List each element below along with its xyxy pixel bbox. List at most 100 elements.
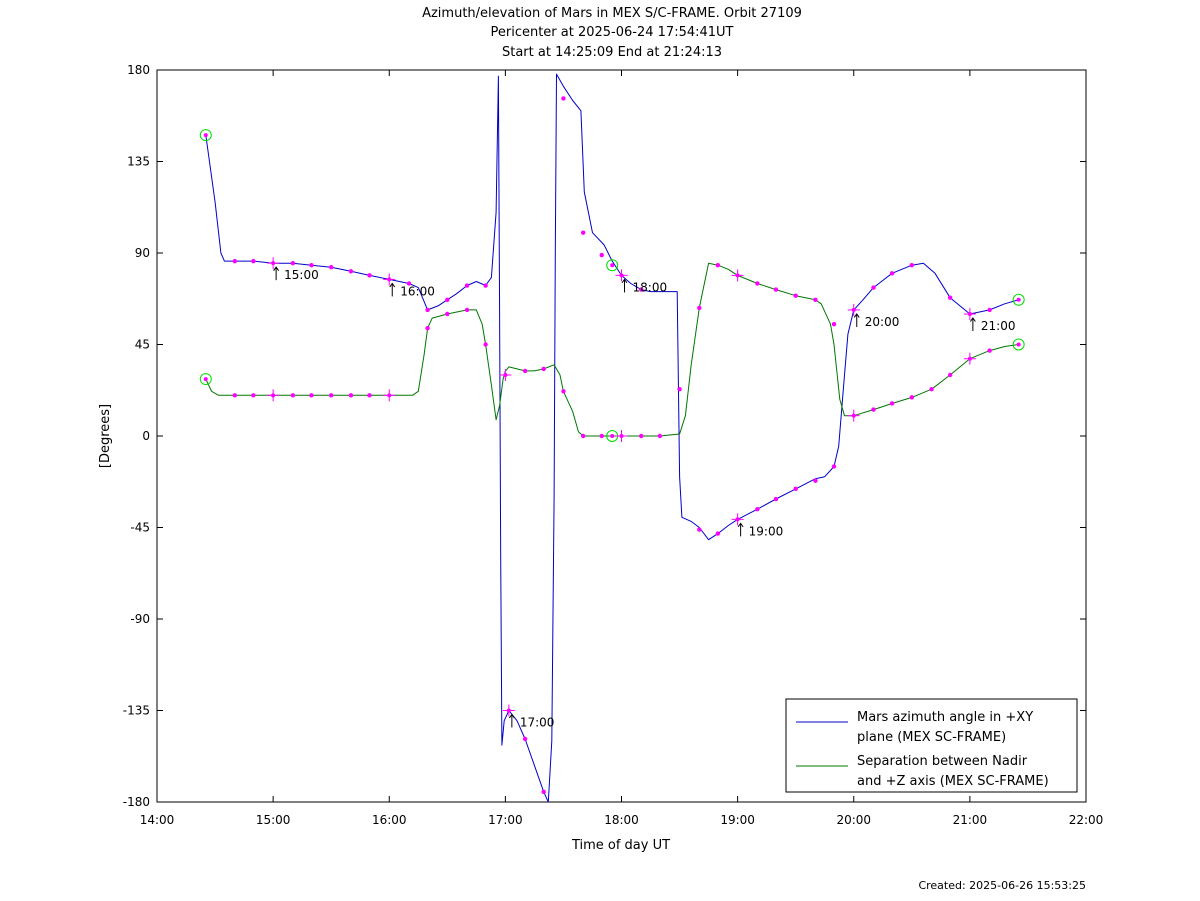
azimuth-marker-dot-19 <box>580 230 586 235</box>
azimuth-line-segment-0 <box>205 75 549 803</box>
azimuth-marker-cross-32 <box>847 303 860 316</box>
azimuth-marker-dot-13 <box>464 283 470 288</box>
x-tick-label-0: 14:00 <box>140 813 175 827</box>
title-line-2: Pericenter at 2025-06-24 17:54:41UT <box>490 25 733 40</box>
separation-marker-cross-39 <box>963 352 976 365</box>
hour-annotation-6: 21:00 <box>969 317 1016 333</box>
azimuth-marker-dot-1 <box>232 258 238 264</box>
hour-annotation-label-2: 17:00 <box>520 716 555 730</box>
azimuth-marker-dot-14 <box>483 283 488 288</box>
separation-marker-dot-2 <box>251 393 256 398</box>
separation-marker-dot-18 <box>580 433 586 439</box>
x-tick-label-6: 20:00 <box>836 813 871 827</box>
azimuth-marker-dot-8 <box>367 273 372 278</box>
y-tick-label-6: -90 <box>130 612 150 626</box>
y-tick-label-1: 135 <box>127 155 150 169</box>
hour-annotation-2: 17:00 <box>508 713 555 730</box>
y-tick-labels: 180 135 90 45 0 -45 -90 -135 -180 <box>123 63 150 809</box>
separation-marker-end-41 <box>1012 338 1025 351</box>
azimuth-marker-dot-28 <box>773 496 779 502</box>
azimuth-marker-dot-23 <box>639 287 644 292</box>
azimuth-marker-dot-2 <box>251 258 256 264</box>
azimuth-marker-cross-37 <box>963 308 976 320</box>
separation-marker-dot-11 <box>445 311 450 317</box>
azimuth-marker-dot-7 <box>348 269 354 274</box>
separation-marker-cross-21 <box>615 430 628 442</box>
azimuth-marker-dot-16 <box>522 736 528 742</box>
hour-annotation-3: 18:00 <box>621 278 668 294</box>
legend-label-separation-line-2: and +Z axis (MEX SC-FRAME) <box>857 774 1049 789</box>
separation-marker-cross-9 <box>383 389 396 402</box>
azimuth-marker-dot-30 <box>813 478 818 483</box>
separation-marker-dot-35 <box>889 401 895 406</box>
legend-label-separation-line-1: Separation between Nadir <box>857 754 1028 769</box>
chart-title: Azimuth/elevation of Mars in MEX S/C-FRA… <box>422 6 802 60</box>
created-timestamp: Created: 2025-06-26 15:53:25 <box>918 879 1086 892</box>
separation-marker-dot-36 <box>909 395 915 400</box>
separation-marker-dot-7 <box>348 393 354 398</box>
separation-marker-dot-13 <box>483 342 488 347</box>
separation-marker-dot-10 <box>425 326 430 331</box>
azimuth-marker-dot-10 <box>406 281 412 286</box>
separation-marker-dot-6 <box>328 393 334 398</box>
azimuth-marker-dot-18 <box>561 96 566 101</box>
y-tick-label-5: -45 <box>130 521 150 535</box>
azimuth-marker-cross-26 <box>731 513 744 526</box>
title-line-3: Start at 14:25:09 End at 21:24:13 <box>502 45 722 60</box>
x-axis-label: Time of day UT <box>571 838 670 853</box>
azimuth-marker-pericenter-21 <box>606 259 619 272</box>
y-tick-label-0: 180 <box>127 63 150 77</box>
azimuth-marker-dot-17 <box>541 789 546 795</box>
azimuth-marker-cross-9 <box>383 273 396 286</box>
azimuth-marker-start-0 <box>199 129 212 142</box>
x-tick-label-8: 22:00 <box>1069 813 1104 827</box>
hour-annotation-0: 15:00 <box>273 266 319 282</box>
separation-marker-cross-27 <box>731 269 744 282</box>
x-tick-label-2: 16:00 <box>372 813 407 827</box>
azimuth-marker-dot-6 <box>328 265 334 270</box>
hour-annotations: 15:00 16:00 17:00 18:00 19:00 20:00 21:00 <box>273 266 1016 730</box>
azimuth-marker-dot-36 <box>947 295 953 300</box>
azimuth-marker-dot-35 <box>909 263 915 268</box>
separation-marker-start-0 <box>199 373 212 386</box>
legend-label-azimuth-line-1: Mars azimuth angle in +XY <box>857 710 1033 725</box>
x-tick-label-7: 21:00 <box>953 813 988 827</box>
y-tick-label-3: 45 <box>135 338 150 352</box>
separation-marker-dot-12 <box>464 307 470 313</box>
separation-marker-dot-37 <box>929 387 934 392</box>
azimuth-marker-dot-34 <box>889 271 895 276</box>
hour-annotation-label-6: 21:00 <box>981 319 1016 333</box>
separation-marker-dot-40 <box>987 348 992 353</box>
hour-annotation-5: 20:00 <box>853 313 899 329</box>
x-tick-label-3: 17:00 <box>488 813 523 827</box>
legend: Mars azimuth angle in +XY plane (MEX SC-… <box>785 698 1078 793</box>
separation-marker-dot-4 <box>290 393 296 398</box>
x-tick-labels: 14:00 15:00 16:00 17:00 18:00 19:00 20:00 21:00… <box>140 813 1104 827</box>
azimuth-marker-dot-24 <box>697 527 702 532</box>
separation-marker-dot-24 <box>677 387 682 392</box>
azimuth-marker-dot-5 <box>309 263 314 268</box>
y-tick-label-4: 0 <box>142 429 150 443</box>
azimuth-marker-dot-27 <box>755 507 760 512</box>
azimuth-marker-dot-11 <box>425 307 430 313</box>
separation-marker-dot-15 <box>522 368 528 374</box>
separation-marker-dot-17 <box>561 389 566 394</box>
separation-marker-cross-3 <box>267 389 280 402</box>
separation-marker-dot-32 <box>831 321 837 327</box>
axis-ticks <box>156 69 1087 803</box>
azimuth-marker-dot-33 <box>871 285 876 290</box>
hour-annotation-label-4: 19:00 <box>749 524 784 538</box>
separation-marker-dot-5 <box>309 393 314 398</box>
legend-label-azimuth-line-2: plane (MEX SC-FRAME) <box>857 730 1006 745</box>
hour-annotation-4: 19:00 <box>737 522 784 538</box>
azimuth-marker-end-39 <box>1012 293 1025 306</box>
azimuth-marker-cross-3 <box>267 257 280 270</box>
hour-annotation-label-3: 18:00 <box>633 280 668 294</box>
separation-marker-dot-31 <box>813 297 818 302</box>
y-axis-label: [Degrees] <box>98 404 113 468</box>
x-tick-label-1: 15:00 <box>256 813 291 827</box>
hour-annotation-1: 16:00 <box>389 282 435 298</box>
separation-marker-dot-16 <box>541 366 546 372</box>
y-tick-label-2: 90 <box>135 246 150 260</box>
separation-marker-dot-38 <box>947 372 953 378</box>
